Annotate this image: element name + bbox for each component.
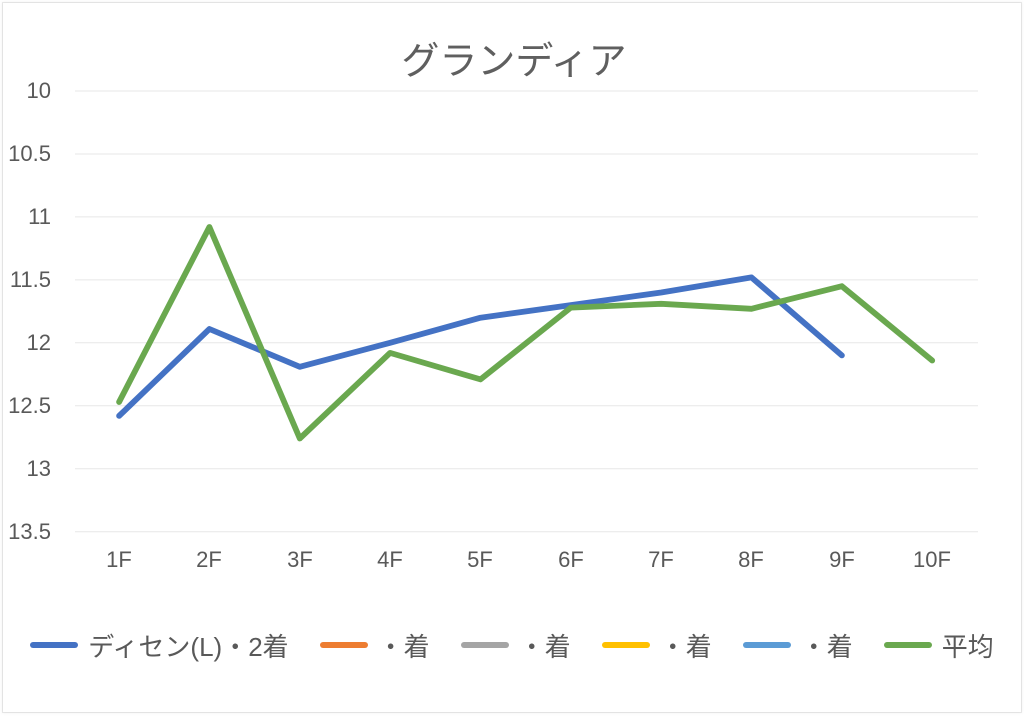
svg-text:10.5: 10.5 [8,141,51,166]
svg-text:1F: 1F [106,547,132,572]
svg-text:5F: 5F [467,547,493,572]
svg-text:9F: 9F [829,547,855,572]
svg-text:6F: 6F [558,547,584,572]
svg-text:4F: 4F [377,547,403,572]
svg-text:3F: 3F [287,547,313,572]
svg-text:8F: 8F [738,547,764,572]
svg-text:12: 12 [27,330,51,355]
svg-text:12.5: 12.5 [8,393,51,418]
svg-text:13: 13 [27,456,51,481]
svg-text:11.5: 11.5 [10,267,51,292]
svg-text:13.5: 13.5 [8,519,51,544]
svg-text:2F: 2F [196,547,222,572]
svg-text:11: 11 [28,204,51,229]
svg-text:10F: 10F [913,547,951,572]
svg-text:7F: 7F [648,547,674,572]
